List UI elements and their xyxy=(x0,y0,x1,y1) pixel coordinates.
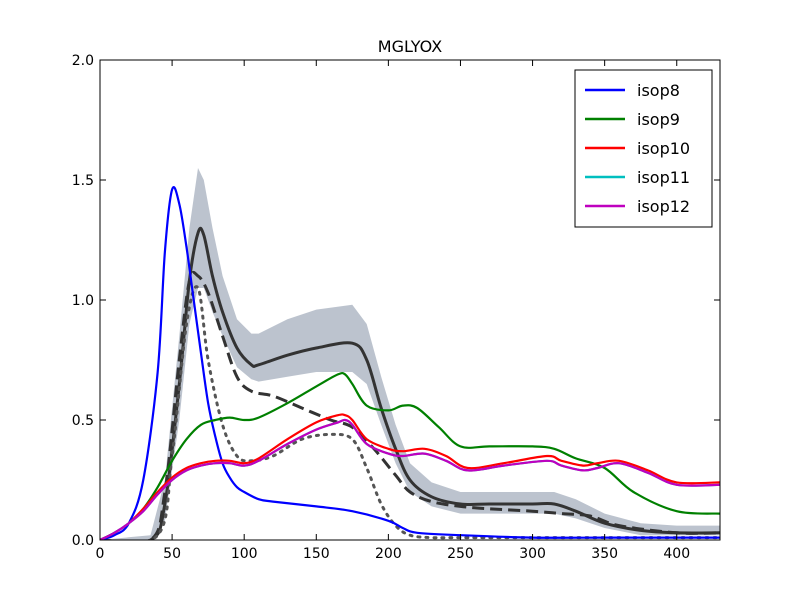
legend-label-isop11: isop11 xyxy=(637,168,690,187)
series-line-isop10 xyxy=(100,413,720,540)
x-tick-label: 250 xyxy=(447,546,474,562)
x-tick-label: 100 xyxy=(231,546,258,562)
x-tick-label: 350 xyxy=(591,546,618,562)
chart-title: MGLYOX xyxy=(378,37,442,56)
x-tick-label: 200 xyxy=(375,546,402,562)
y-tick-label: 1.0 xyxy=(72,293,94,309)
series-line-isop12 xyxy=(100,418,720,540)
series-line-isop9 xyxy=(100,371,720,540)
legend: isop8 isop9 isop10 isop11 isop12 xyxy=(574,69,713,228)
y-tick-label: 0.0 xyxy=(72,533,94,549)
plot-area xyxy=(100,168,720,540)
legend-label-isop12: isop12 xyxy=(637,197,690,216)
y-tick-label: 1.5 xyxy=(72,173,94,189)
reference-line-dashed xyxy=(100,270,720,540)
legend-label-isop9: isop9 xyxy=(637,110,680,129)
y-tick-label: 2.0 xyxy=(72,53,94,69)
x-tick-label: 50 xyxy=(163,546,181,562)
reference-line-dotted xyxy=(100,285,720,540)
x-tick-label: 150 xyxy=(303,546,330,562)
legend-label-isop8: isop8 xyxy=(637,81,680,100)
x-tick-label: 300 xyxy=(519,546,546,562)
series-line-isop8 xyxy=(100,186,720,540)
y-tick-label: 0.5 xyxy=(72,413,94,429)
legend-label-isop10: isop10 xyxy=(637,139,690,158)
x-tick-label: 400 xyxy=(663,546,690,562)
axes: 0 50 100 150 200 250 300 350 400 0.0 0.5 1.0 1.5 2.0 xyxy=(72,53,721,562)
x-tick-label: 0 xyxy=(96,546,105,562)
